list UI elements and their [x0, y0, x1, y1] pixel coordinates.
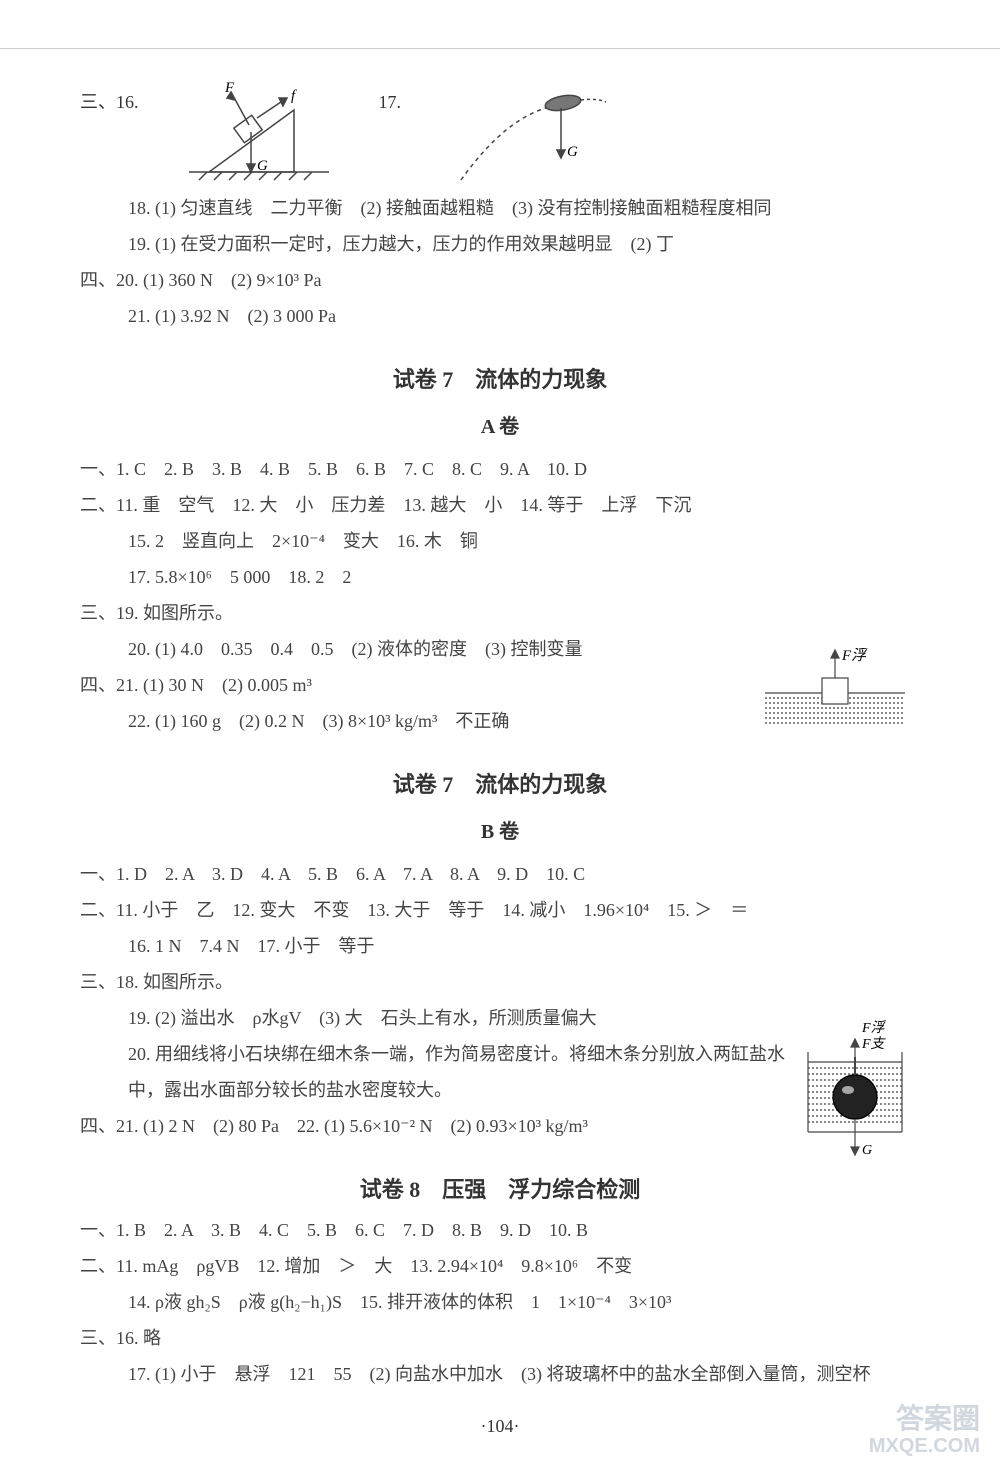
answer-line: 21. (1) 3.92 N (2) 3 000 Pa — [80, 298, 920, 334]
paper8-title: 试卷 8 压强 浮力综合检测 — [80, 1172, 920, 1204]
figure-7a-19-buoyancy: F浮 — [760, 648, 910, 738]
paper7a-subtitle: A 卷 — [80, 410, 920, 439]
answer-line: 18. (1) 匀速直线 二力平衡 (2) 接触面越粗糙 (3) 没有控制接触面… — [80, 190, 920, 226]
fig7b18-F2: F支 — [861, 1036, 887, 1052]
page-number: ·104· — [80, 1416, 920, 1437]
answer-line: 三、16. 略 — [80, 1320, 920, 1356]
answer-line: 二、11. 重 空气 12. 大 小 压力差 13. 越大 小 14. 等于 上… — [80, 487, 920, 523]
fig17-G-label: G — [567, 144, 578, 160]
figure-7b-18-sphere: F浮 F支 G — [800, 1002, 910, 1162]
top-divider — [0, 48, 1000, 49]
watermark-line1: 答案圈 — [869, 1404, 980, 1435]
answer-line: 三、19. 如图所示。 — [80, 595, 920, 631]
paper7b-title: 试卷 7 流体的力现象 — [80, 767, 920, 799]
fig7b18-G: G — [862, 1143, 872, 1158]
answer-line: 16. 1 N 7.4 N 17. 小于 等于 — [80, 928, 920, 964]
answer-line: 15. 2 竖直向上 2×10⁻⁴ 变大 16. 木 铜 — [80, 523, 920, 559]
figure-16-incline: F f G — [179, 80, 339, 190]
answer-line: 四、20. (1) 360 N (2) 9×10³ Pa — [80, 262, 920, 298]
answer-line: 17. 5.8×10⁶ 5 000 18. 2 2 — [80, 559, 920, 595]
fig16-f-label: f — [291, 88, 297, 104]
figure-17-projectile: G — [441, 80, 621, 190]
fig7a19-label: F浮 — [841, 648, 868, 664]
answer-line: 19. (2) 溢出水 ρ水gV (3) 大 石头上有水，所测质量偏大 — [80, 1000, 920, 1036]
fig16-G-label: G — [257, 158, 268, 174]
answer-line: 中，露出水面部分较长的盐水密度较大。 — [80, 1072, 920, 1108]
answer-line: 二、11. 小于 乙 12. 变大 不变 13. 大于 等于 14. 减小 1.… — [80, 892, 920, 928]
answer-line: 14. ρ液 gh₂S ρ液 g(h₂−h₁)S 15. 排开液体的体积 1 1… — [80, 1284, 920, 1320]
answer-line: 四、21. (1) 2 N (2) 80 Pa 22. (1) 5.6×10⁻²… — [80, 1108, 920, 1144]
answer-line: 三、18. 如图所示。 — [80, 964, 920, 1000]
watermark: 答案圈 MXQE.COM — [869, 1404, 980, 1457]
paper7b-subtitle: B 卷 — [80, 815, 920, 844]
page: 三、16. F f G 17. — [0, 0, 1000, 1477]
answer-line: 17. (1) 小于 悬浮 121 55 (2) 向盐水中加水 (3) 将玻璃杯… — [80, 1356, 920, 1392]
figure-row-16-17: 三、16. F f G 17. — [80, 80, 920, 190]
answer-line: 二、11. mAg ρgVB 12. 增加 ＞ 大 13. 2.94×10⁴ 9… — [80, 1248, 920, 1284]
q16-label: 三、16. — [80, 80, 139, 120]
answer-line: 19. (1) 在受力面积一定时，压力越大，压力的作用效果越明显 (2) 丁 — [80, 226, 920, 262]
answer-line: 20. 用细线将小石块绑在细木条一端，作为简易密度计。将细木条分别放入两缸盐水 — [80, 1036, 920, 1072]
fig7b18-F1: F浮 — [861, 1020, 887, 1036]
paper7a-title: 试卷 7 流体的力现象 — [80, 362, 920, 394]
answer-line: 一、1. C 2. B 3. B 4. B 5. B 6. B 7. C 8. … — [80, 451, 920, 487]
q17-label: 17. — [379, 80, 402, 120]
watermark-line2: MXQE.COM — [869, 1435, 980, 1457]
answer-line: 一、1. B 2. A 3. B 4. C 5. B 6. C 7. D 8. … — [80, 1212, 920, 1248]
fig16-F-label: F — [224, 80, 235, 96]
answer-line: 一、1. D 2. A 3. D 4. A 5. B 6. A 7. A 8. … — [80, 856, 920, 892]
